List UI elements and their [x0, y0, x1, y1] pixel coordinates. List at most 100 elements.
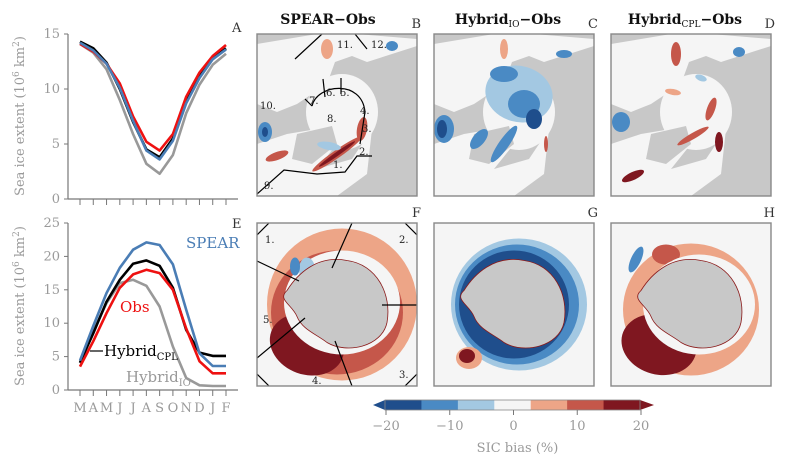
chart-e-xtick-label: M: [73, 401, 86, 416]
map-title-spear: SPEAR−Obs: [280, 12, 376, 28]
bias-patch: [671, 42, 681, 66]
colorbar-segment: [385, 400, 422, 410]
bias-patch: [665, 88, 681, 96]
chart-a-series-hybrid-io: [79, 42, 227, 175]
colorbar-extend-min: [373, 400, 385, 410]
map-frame: [433, 33, 595, 197]
map-hybrid-cpl-antarctic: H: [610, 206, 775, 387]
arctic-region-label: 4.: [360, 106, 370, 117]
colorbar-segment: [421, 400, 459, 410]
colorbar-segment: [494, 400, 532, 410]
panel-letter: G: [588, 206, 598, 221]
region-boundary: [257, 223, 417, 386]
colorbar-segment: [457, 400, 495, 410]
colorbar-segment: [530, 400, 568, 410]
legend-label-obs: Obs: [120, 298, 150, 316]
bias-patch: [556, 50, 572, 58]
greenland: [292, 126, 337, 164]
bias-patch: [459, 349, 475, 363]
chart-a-ytick-label: 10: [43, 82, 60, 97]
bias-patch: [490, 125, 518, 163]
arctic-region-label: 5.: [340, 88, 350, 99]
chart-a-ytick-label: 15: [43, 27, 60, 42]
chart-e-xtick-label: N: [180, 401, 191, 416]
arctic-extent-chart: A 0 5 10 15: [43, 21, 242, 207]
legend-label-hybrid-cpl: HybridCPL: [104, 342, 178, 363]
map-frame: [610, 222, 772, 387]
colorbar-tick-label: −10: [436, 419, 463, 434]
antarctic-region-label: 2.: [399, 235, 409, 246]
bias-patch: [386, 41, 398, 51]
antarctic-region-label: 1.: [265, 235, 275, 246]
chart-e-ytick-label: 0: [52, 383, 60, 398]
colorbar-extend-max: [640, 400, 654, 410]
bias-patch: [621, 169, 645, 183]
bias-patch: [318, 141, 356, 167]
bias-patch: [321, 39, 333, 59]
arctic-region-label: 10.: [260, 101, 276, 112]
bias-patch: [656, 246, 676, 263]
atlantic-ocean: [434, 129, 549, 196]
antarctica: [460, 259, 566, 349]
chart-e-series-spear: [78, 241, 226, 368]
antarctic-region-label: 3.: [399, 370, 409, 381]
chart-e-xtick-label: J: [208, 401, 215, 416]
chart-a-ytick-label: 0: [52, 192, 60, 207]
map-spear-arctic: 1. 2. 3. 4. 5. 6. 7. 8. 9. 10. 11. 12. B: [256, 17, 421, 197]
map-frame: [433, 222, 595, 387]
bias-patch: [628, 246, 644, 273]
atlantic-ocean: [257, 129, 372, 196]
chart-e-series-obs: [78, 268, 226, 375]
legend-label-spear: SPEAR: [186, 234, 240, 252]
colorbar-segment: [603, 400, 641, 410]
region-boundary: [257, 155, 372, 195]
chart-e-xtick-label: M: [100, 401, 113, 416]
chart-e-xtick-label: D: [194, 401, 204, 416]
chart-e-xtick-label: F: [221, 401, 230, 416]
colorbar-tick-label: 20: [633, 419, 650, 434]
legend-label-hybrid-io: HybridIO: [126, 368, 191, 389]
map-title-hybrid-cpl: HybridCPL−Obs: [628, 12, 742, 30]
colorbar-label: SIC bias (%): [477, 441, 559, 456]
antarctica: [637, 259, 743, 349]
map-hybrid-io-antarctic: G: [433, 206, 598, 387]
chart-e-xtick-label: A: [88, 401, 99, 416]
chart-e-xtick-label: O: [168, 401, 179, 416]
panel-letter-a: A: [231, 21, 242, 36]
map-spear-antarctic: 1. 2. 3. 4. 5. F: [256, 206, 421, 387]
bias-patch: [265, 150, 289, 162]
colorbar-frame: [384, 399, 641, 411]
antarctic-region-label: 5.: [263, 315, 273, 326]
arctic-region-label: 7.: [309, 96, 319, 107]
chart-e-ytick-label: 25: [43, 216, 60, 231]
bias-patch: [715, 132, 723, 152]
arctic-region-label: 12.: [371, 40, 387, 51]
bias-patch: [677, 126, 709, 146]
chart-e-xtick-label: S: [155, 401, 164, 416]
panel-letter: D: [765, 17, 775, 32]
bias-patch: [705, 97, 717, 121]
bias-patch: [262, 127, 268, 137]
atlantic-ocean: [611, 129, 726, 196]
map-frame: [256, 33, 418, 197]
chart-e-xtick-label: J: [115, 401, 122, 416]
bias-patch: [500, 39, 508, 59]
map-hybrid-io-arctic: C: [433, 17, 598, 197]
bias-patch: [290, 257, 300, 276]
bias-patch: [612, 112, 630, 132]
pacific-ocean: [611, 34, 771, 112]
bias-patch: [470, 129, 488, 149]
ylabel-e: Sea ice extent (106 km2): [12, 226, 28, 386]
panel-letter-e: E: [232, 217, 242, 232]
region-boundary: [294, 34, 368, 145]
bias-patch: [317, 141, 341, 151]
chart-e-xtick-label: A: [141, 401, 152, 416]
arctic-region-label: 6.: [326, 88, 336, 99]
ylabel-a: Sea ice extent (106 km2): [12, 36, 28, 196]
map-frame: [256, 222, 418, 387]
arctic-region-label: 2.: [359, 147, 369, 158]
map-frame: [610, 33, 772, 197]
panel-letter: F: [412, 206, 421, 221]
panel-letter: H: [764, 206, 775, 221]
